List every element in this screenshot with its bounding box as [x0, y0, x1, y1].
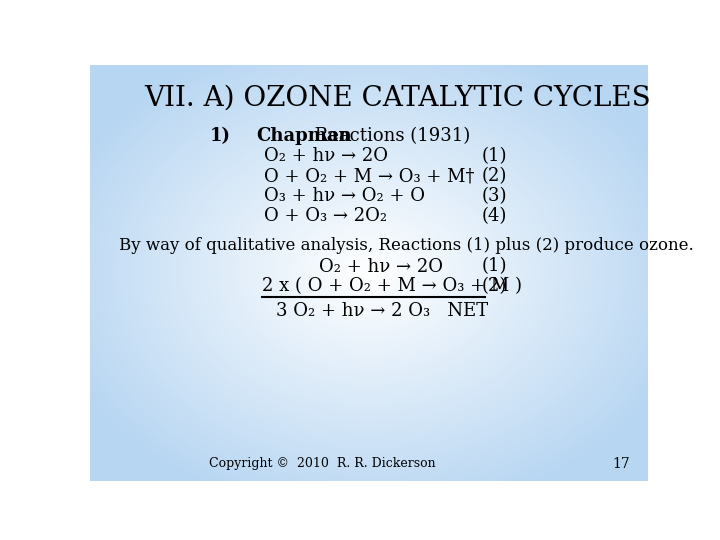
- Text: O₂ + hν → 2O: O₂ + hν → 2O: [319, 258, 443, 275]
- Text: O₃ + hν → O₂ + O: O₃ + hν → O₂ + O: [264, 187, 426, 206]
- Text: (2): (2): [482, 278, 507, 295]
- Text: Copyright ©  2010  R. R. Dickerson: Copyright © 2010 R. R. Dickerson: [210, 457, 436, 470]
- Text: (1): (1): [482, 147, 507, 165]
- Text: 2 x ( O + O₂ + M → O₃ + M ): 2 x ( O + O₂ + M → O₃ + M ): [262, 278, 522, 295]
- Text: VII. A) OZONE CATALYTIC CYCLES: VII. A) OZONE CATALYTIC CYCLES: [144, 84, 651, 111]
- Text: O + O₂ + M → O₃ + M†: O + O₂ + M → O₃ + M†: [264, 167, 475, 185]
- Text: Chapman: Chapman: [256, 127, 352, 145]
- Text: (3): (3): [482, 187, 507, 206]
- Text: 1): 1): [210, 127, 230, 145]
- Text: (4): (4): [482, 207, 507, 226]
- Text: O₂ + hν → 2O: O₂ + hν → 2O: [264, 147, 388, 165]
- Text: By way of qualitative analysis, Reactions (1) plus (2) produce ozone.: By way of qualitative analysis, Reaction…: [120, 237, 694, 254]
- Text: O + O₃ → 2O₂: O + O₃ → 2O₂: [264, 207, 387, 226]
- Text: (1): (1): [482, 258, 507, 275]
- Text: 3 O₂ + hν → 2 O₃   NET: 3 O₂ + hν → 2 O₃ NET: [276, 302, 488, 320]
- Text: Reactions (1931): Reactions (1931): [310, 127, 471, 145]
- Text: (2): (2): [482, 167, 507, 185]
- Text: 17: 17: [612, 457, 630, 471]
